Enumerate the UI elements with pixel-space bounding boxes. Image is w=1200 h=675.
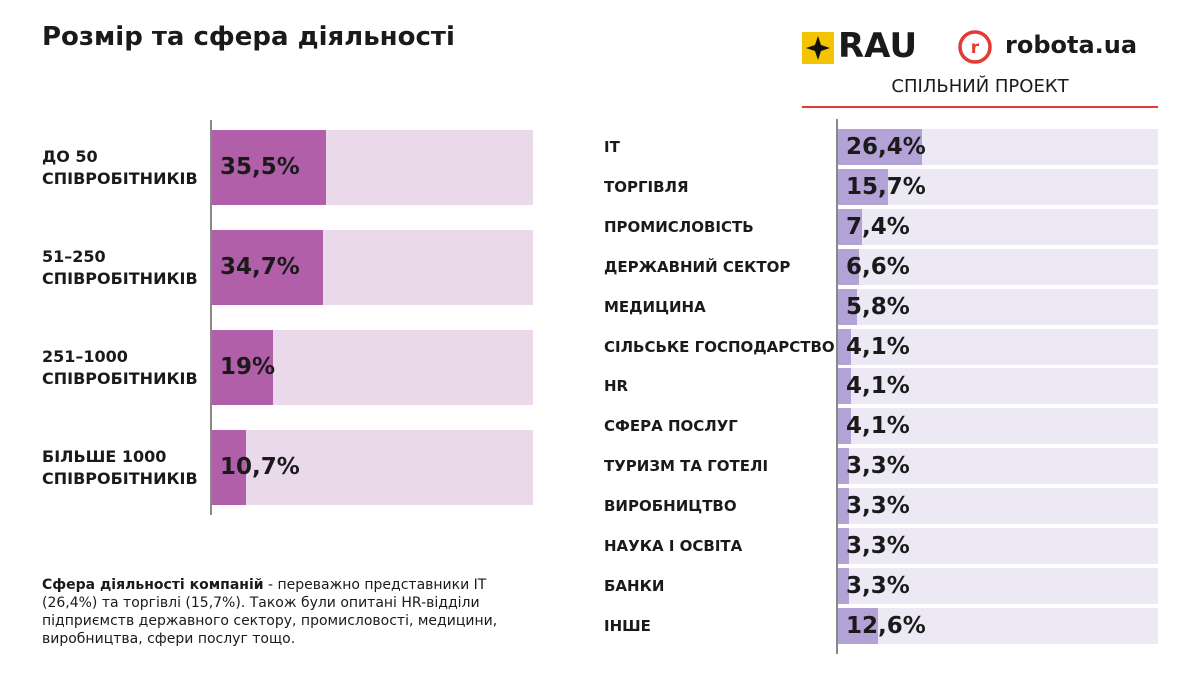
bar-track xyxy=(838,448,1158,485)
bar xyxy=(212,130,326,205)
value-label: 5,8% xyxy=(846,293,910,320)
value-label: 35,5% xyxy=(220,154,300,180)
bar-track xyxy=(838,208,1158,245)
category-text: ДЕРЖАВНИЙ СЕКТОР xyxy=(604,257,791,276)
bar xyxy=(838,208,862,245)
bar xyxy=(838,408,852,445)
bar-track xyxy=(838,288,1158,325)
category-label: ТОРГІВЛЯ xyxy=(604,169,689,205)
category-label: IT xyxy=(604,129,620,165)
bar xyxy=(838,129,923,165)
bar xyxy=(838,528,849,564)
title: Розмір та сфера діяльності xyxy=(42,22,455,52)
axis-line xyxy=(210,120,212,515)
robota-icon: r xyxy=(958,30,992,64)
bar xyxy=(838,368,852,405)
bar-track xyxy=(838,488,1158,525)
value-label: 4,1% xyxy=(846,333,910,360)
note: Сфера діяльності компаній - переважно пр… xyxy=(42,576,522,648)
category-text: СІЛЬСЬКЕ ГОСПОДАРСТВО xyxy=(604,337,835,356)
category-text: ІНШЕ xyxy=(604,616,651,635)
value-label: 12,6% xyxy=(846,612,926,639)
value-label: 3,3% xyxy=(846,572,910,599)
bar-track xyxy=(838,328,1158,365)
bar xyxy=(212,330,273,405)
value-label: 4,1% xyxy=(846,373,910,400)
category-label: ДО 50 СПІВРОБІТНИКІВ xyxy=(42,130,198,205)
subtitle: СПІЛЬНИЙ ПРОЕКТ xyxy=(891,76,1069,97)
logo-robota: robota.ua xyxy=(1005,31,1138,59)
value-label: 6,6% xyxy=(846,253,910,280)
category-text: IT xyxy=(604,138,620,156)
bar-track xyxy=(838,248,1158,285)
category-label: СІЛЬСЬКЕ ГОСПОДАРСТВО xyxy=(604,329,835,365)
category-text: СФЕРА ПОСЛУГ xyxy=(604,417,738,436)
category-label: БІЛЬШЕ 1000 СПІВРОБІТНИКІВ xyxy=(42,430,198,505)
value-label: 3,3% xyxy=(846,453,910,480)
value-label: 3,3% xyxy=(846,533,910,559)
svg-text:r: r xyxy=(971,38,980,58)
category-text: БІЛЬШЕ 1000 СПІВРОБІТНИКІВ xyxy=(42,446,198,488)
bar xyxy=(212,430,247,505)
category-text: ВИРОБНИЦТВО xyxy=(604,497,737,516)
category-label: ДЕРЖАВНИЙ СЕКТОР xyxy=(604,249,790,285)
note-bold: Сфера діяльності компаній xyxy=(42,577,264,593)
bar xyxy=(838,248,860,285)
value-label: 3,3% xyxy=(846,493,910,520)
category-text: ТУРИЗМ ТА ГОТЕЛІ xyxy=(604,457,769,476)
value-label: 15,7% xyxy=(846,173,926,200)
bar xyxy=(838,567,849,604)
divider xyxy=(802,106,1158,108)
value-label: 26,4% xyxy=(846,134,926,160)
category-label: ІНШЕ xyxy=(604,608,651,644)
bar-track xyxy=(838,408,1158,445)
category-text: ПРОМИСЛОВІСТЬ xyxy=(604,217,754,236)
bar-track xyxy=(212,430,533,505)
logo-rau: RAU xyxy=(838,26,918,66)
category-label: HR xyxy=(604,368,628,404)
value-label: 7,4% xyxy=(846,213,910,240)
value-label: 34,7% xyxy=(220,254,300,280)
category-label: БАНКИ xyxy=(604,568,664,604)
bar xyxy=(838,168,889,205)
category-text: БАНКИ xyxy=(604,576,665,595)
bar xyxy=(212,230,324,305)
value-label: 4,1% xyxy=(846,413,910,440)
category-label: СФЕРА ПОСЛУГ xyxy=(604,408,738,444)
category-label: ТУРИЗМ ТА ГОТЕЛІ xyxy=(604,448,768,484)
bar-track xyxy=(838,607,1158,644)
category-text: 251–1000 СПІВРОБІТНИКІВ xyxy=(42,346,198,388)
bar xyxy=(838,448,849,485)
bar xyxy=(838,328,852,365)
category-label: МЕДИЦИНА xyxy=(604,289,706,325)
category-label: НАУКА І ОСВІТА xyxy=(604,528,742,564)
category-text: 51–250 СПІВРОБІТНИКІВ xyxy=(42,246,198,288)
category-text: НАУКА І ОСВІТА xyxy=(604,537,743,555)
value-label: 10,7% xyxy=(220,454,300,480)
bar-track xyxy=(838,528,1158,564)
bar xyxy=(838,288,857,325)
category-label: 51–250 СПІВРОБІТНИКІВ xyxy=(42,230,198,305)
value-label: 19% xyxy=(220,354,276,380)
bar-track xyxy=(838,567,1158,604)
category-text: ТОРГІВЛЯ xyxy=(604,177,689,196)
bar xyxy=(838,488,849,525)
note-text: - переважно представники IT (26,4%) та т… xyxy=(42,577,498,647)
category-label: ВИРОБНИЦТВО xyxy=(604,488,737,524)
category-label: ПРОМИСЛОВІСТЬ xyxy=(604,209,754,245)
category-text: HR xyxy=(604,377,629,396)
axis-line xyxy=(836,119,838,654)
rau-icon xyxy=(802,32,834,64)
bar xyxy=(838,607,879,644)
category-text: МЕДИЦИНА xyxy=(604,297,706,316)
bar-track xyxy=(838,168,1158,205)
category-label: 251–1000 СПІВРОБІТНИКІВ xyxy=(42,330,198,405)
category-text: ДО 50 СПІВРОБІТНИКІВ xyxy=(42,146,198,188)
bar-track xyxy=(838,368,1158,405)
